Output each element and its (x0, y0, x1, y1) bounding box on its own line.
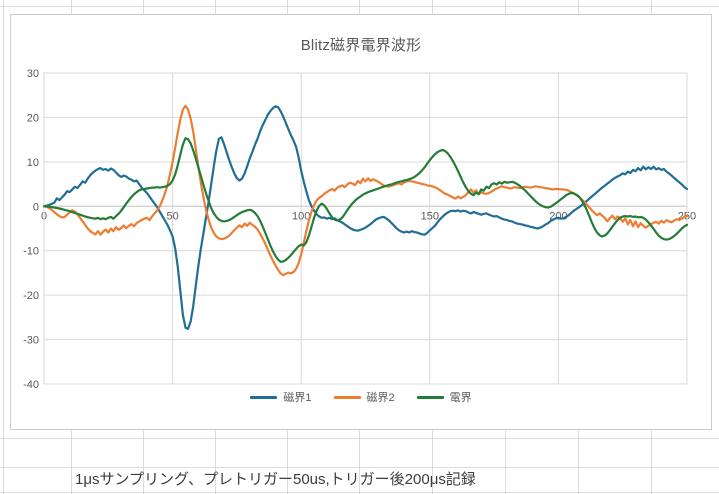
chart-legend: 磁界1 磁界2 電界 (11, 389, 711, 405)
y-tick-label: 0 (33, 201, 39, 213)
y-tick-label: -30 (23, 335, 39, 347)
x-tick-label: 50 (166, 210, 178, 222)
y-tick-label: -10 (23, 246, 39, 258)
grid-line (0, 438, 719, 439)
grid-line (3, 0, 4, 494)
y-tick-label: 30 (27, 68, 39, 80)
grid-line (0, 6, 719, 7)
series-line-3 (42, 137, 689, 263)
plot-border (43, 72, 688, 385)
legend-item[interactable]: 磁界1 (250, 389, 312, 405)
chart[interactable]: 30 20 10 0 -10 -20 -30 -40 0 50 100 150 200 250 Blitz… (10, 14, 712, 430)
grid-line (0, 492, 719, 493)
y-tick-label: 10 (27, 157, 39, 169)
x-tick-label: 150 (421, 210, 439, 222)
y-tick-label: 20 (27, 112, 39, 124)
legend-item[interactable]: 電界 (416, 389, 472, 405)
legend-label: 磁界2 (366, 392, 395, 404)
legend-line-swatch (250, 395, 278, 399)
legend-item[interactable]: 磁界2 (333, 389, 395, 405)
chart-title: Blitz磁界電界波形 (300, 37, 422, 54)
legend-line-swatch (416, 395, 444, 399)
y-tick-label: -20 (23, 290, 39, 302)
grid-line (0, 467, 719, 468)
legend-label: 磁界1 (283, 392, 312, 404)
series-line-1 (42, 105, 689, 330)
legend-line-swatch (333, 395, 361, 399)
x-tick-label: 100 (292, 210, 310, 222)
legend-label: 電界 (449, 392, 472, 404)
y-tick-label: -40 (23, 379, 39, 391)
note-cell[interactable]: 1μsサンプリング、プレトリガー50us,トリガー後200μs記録 (75, 471, 476, 488)
